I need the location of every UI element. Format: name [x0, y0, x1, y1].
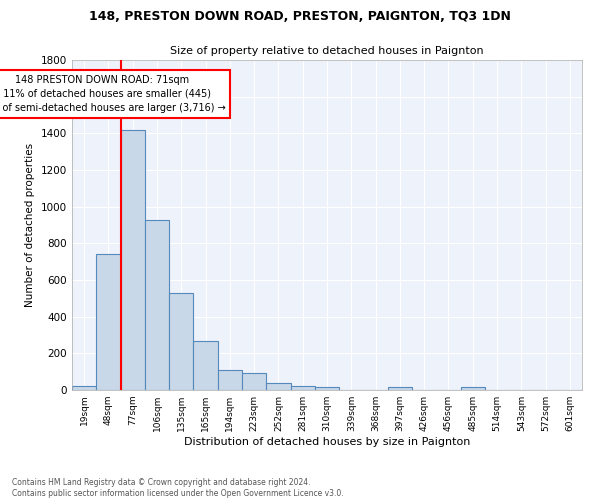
Bar — [315, 387, 339, 390]
Y-axis label: Number of detached properties: Number of detached properties — [25, 143, 35, 307]
Bar — [388, 387, 412, 390]
Bar — [193, 340, 218, 390]
Bar — [461, 387, 485, 390]
Title: Size of property relative to detached houses in Paignton: Size of property relative to detached ho… — [170, 46, 484, 56]
Bar — [72, 386, 96, 390]
Bar — [290, 386, 315, 390]
Text: 148, PRESTON DOWN ROAD, PRESTON, PAIGNTON, TQ3 1DN: 148, PRESTON DOWN ROAD, PRESTON, PAIGNTO… — [89, 10, 511, 23]
X-axis label: Distribution of detached houses by size in Paignton: Distribution of detached houses by size … — [184, 437, 470, 447]
Bar — [218, 370, 242, 390]
Bar — [242, 372, 266, 390]
Bar — [266, 382, 290, 390]
Text: Contains HM Land Registry data © Crown copyright and database right 2024.
Contai: Contains HM Land Registry data © Crown c… — [12, 478, 344, 498]
Bar — [121, 130, 145, 390]
Bar — [169, 293, 193, 390]
Text: 148 PRESTON DOWN ROAD: 71sqm
← 11% of detached houses are smaller (445)
89% of s: 148 PRESTON DOWN ROAD: 71sqm ← 11% of de… — [0, 74, 226, 112]
Bar — [96, 254, 121, 390]
Bar — [145, 220, 169, 390]
